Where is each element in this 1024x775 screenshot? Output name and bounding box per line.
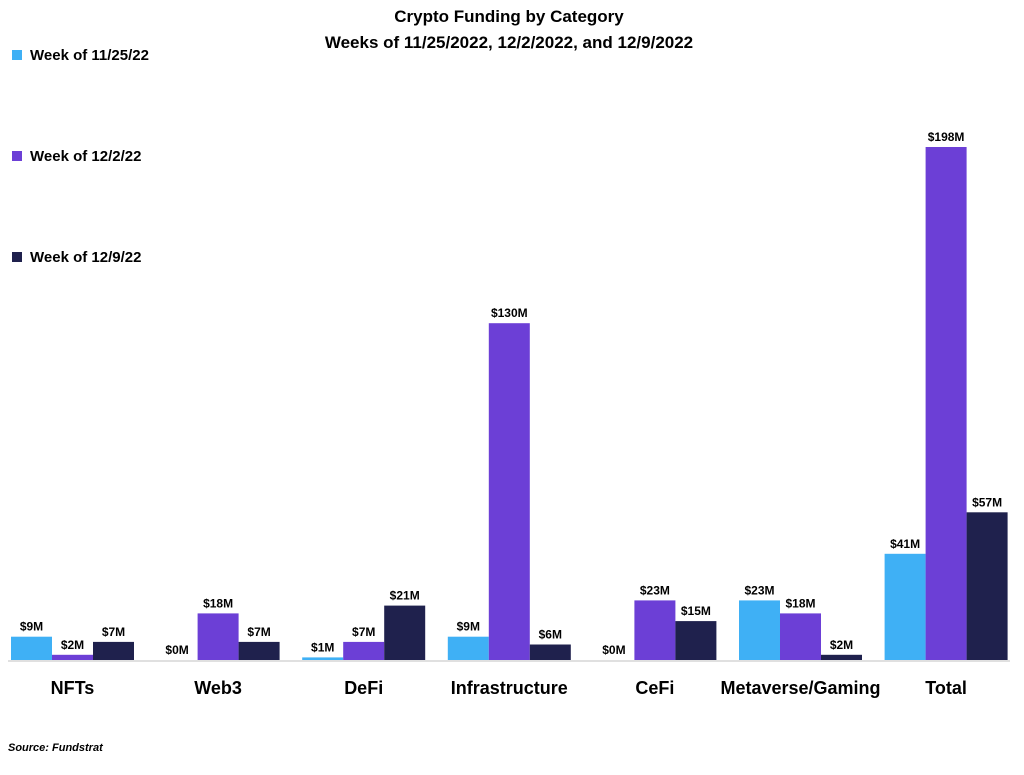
bar bbox=[197, 613, 239, 660]
bar bbox=[488, 323, 530, 660]
data-label: $7M bbox=[102, 625, 125, 639]
data-label: $21M bbox=[390, 589, 420, 603]
bar bbox=[675, 621, 717, 660]
legend-swatch bbox=[12, 252, 22, 262]
data-label: $2M bbox=[61, 638, 84, 652]
bar bbox=[447, 636, 489, 660]
data-label: $18M bbox=[785, 596, 815, 610]
bar bbox=[780, 613, 821, 660]
data-label: $198M bbox=[928, 130, 965, 144]
data-label: $130M bbox=[491, 306, 528, 320]
bar bbox=[529, 644, 571, 660]
bar bbox=[238, 641, 280, 660]
source-note: Source: Fundstrat bbox=[8, 742, 103, 754]
data-label: $23M bbox=[640, 583, 670, 597]
bars: $9M $2M $7M $0M $18M $7M $1M $7M $21M $9M $130M $6M… bbox=[11, 130, 1008, 660]
data-label: $0M bbox=[165, 643, 188, 657]
bar bbox=[93, 641, 134, 660]
bar bbox=[925, 147, 967, 660]
legend-label: Week of 12/9/22 bbox=[30, 249, 141, 266]
legend-swatch bbox=[12, 50, 22, 60]
bar bbox=[966, 512, 1008, 660]
legend-label: Week of 11/25/22 bbox=[30, 47, 149, 64]
category-label: CeFi bbox=[635, 678, 674, 698]
data-label: $7M bbox=[247, 625, 270, 639]
category-label: Metaverse/Gaming bbox=[720, 678, 880, 698]
bar bbox=[739, 600, 780, 660]
data-label: $9M bbox=[20, 620, 43, 634]
chart-subtitle: Weeks of 11/25/2022, 12/2/2022, and 12/9… bbox=[325, 33, 693, 52]
category-label: Total bbox=[925, 678, 967, 698]
category-label: Infrastructure bbox=[451, 678, 568, 698]
data-label: $0M bbox=[602, 643, 625, 657]
category-label: NFTs bbox=[51, 678, 95, 698]
bar bbox=[634, 600, 676, 660]
bar bbox=[52, 654, 93, 660]
legend-swatch bbox=[12, 151, 22, 161]
bar bbox=[11, 636, 52, 660]
data-label: $7M bbox=[352, 625, 375, 639]
data-label: $2M bbox=[830, 638, 853, 652]
bar bbox=[821, 654, 862, 660]
bar bbox=[343, 641, 385, 660]
bar bbox=[384, 605, 426, 660]
data-label: $6M bbox=[539, 628, 562, 642]
data-label: $18M bbox=[203, 596, 233, 610]
category-label: Web3 bbox=[194, 678, 242, 698]
legend-label: Week of 12/2/22 bbox=[30, 148, 141, 165]
bar bbox=[302, 657, 344, 660]
category-labels: NFTs Web3 DeFi Infrastructure CeFi Metaverse/… bbox=[51, 678, 967, 698]
data-label: $15M bbox=[681, 604, 711, 618]
data-label: $41M bbox=[890, 537, 920, 551]
category-label: DeFi bbox=[344, 678, 383, 698]
bar bbox=[884, 553, 926, 660]
data-label: $23M bbox=[744, 583, 774, 597]
chart-title: Crypto Funding by Category bbox=[394, 7, 624, 26]
data-label: $57M bbox=[972, 495, 1002, 509]
legend: Week of 11/25/22 Week of 12/2/22 Week of 1… bbox=[12, 47, 149, 266]
data-label: $1M bbox=[311, 640, 334, 654]
data-label: $9M bbox=[457, 620, 480, 634]
